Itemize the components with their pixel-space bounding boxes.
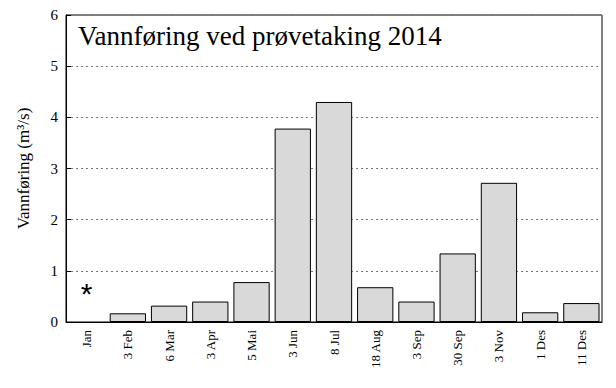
svg-text:1: 1: [51, 263, 59, 279]
svg-text:Vannføring ved prøvetaking 201: Vannføring ved prøvetaking 2014: [78, 21, 442, 51]
svg-text:Vannføring (m³/s): Vannføring (m³/s): [14, 108, 33, 230]
svg-text:6 Mar: 6 Mar: [162, 329, 177, 361]
svg-text:1 Des: 1 Des: [533, 330, 548, 360]
svg-text:5 Mai: 5 Mai: [244, 330, 259, 361]
svg-text:5: 5: [51, 58, 59, 74]
svg-text:8 Jul: 8 Jul: [327, 330, 342, 355]
svg-text:11 Des: 11 Des: [574, 330, 589, 366]
svg-text:Jan: Jan: [79, 330, 94, 348]
svg-text:18 Aug: 18 Aug: [368, 330, 383, 368]
svg-text:4: 4: [51, 109, 59, 125]
svg-text:6: 6: [51, 7, 59, 23]
svg-text:3: 3: [51, 161, 59, 177]
svg-text:3 Jun: 3 Jun: [285, 330, 300, 358]
svg-text:2: 2: [51, 212, 59, 228]
svg-text:3 Feb: 3 Feb: [120, 330, 135, 359]
svg-text:3 Apr: 3 Apr: [203, 329, 218, 359]
svg-text:30 Sep: 30 Sep: [450, 330, 465, 366]
svg-text:3 Sep: 3 Sep: [409, 330, 424, 359]
svg-text:*: *: [81, 277, 93, 310]
svg-text:0: 0: [51, 314, 59, 330]
svg-text:3 Nov: 3 Nov: [491, 330, 506, 363]
